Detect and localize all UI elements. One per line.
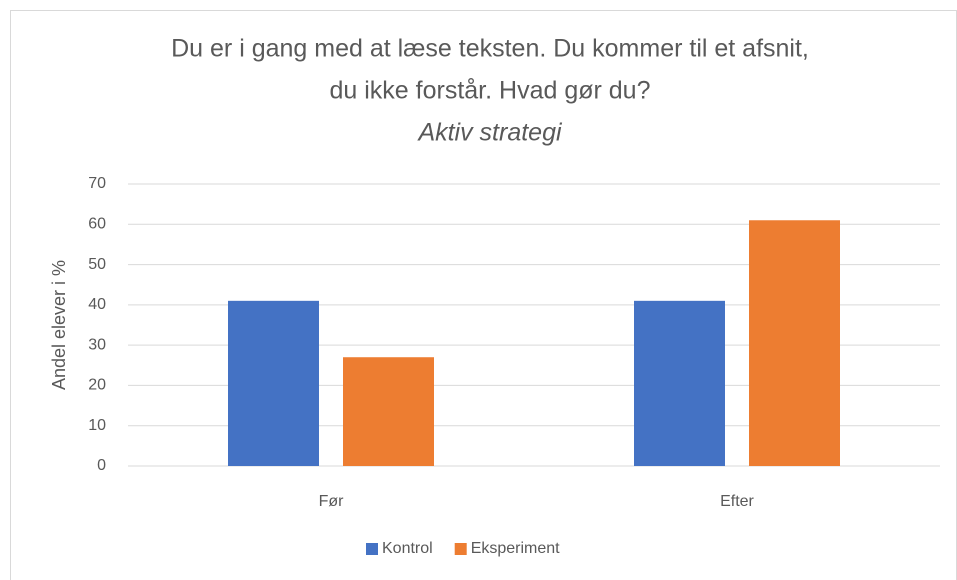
- chart-title: Du er i gang med at læse teksten. Du kom…: [171, 35, 809, 63]
- y-tick-label: 70: [88, 175, 106, 192]
- y-tick-label: 10: [88, 417, 106, 434]
- chart-subtitle: Aktiv strategi: [416, 119, 563, 147]
- y-tick-label: 50: [88, 256, 106, 273]
- y-tick-label: 60: [88, 216, 106, 233]
- x-tick-label: Efter: [720, 493, 754, 510]
- legend-swatch: [366, 543, 378, 555]
- y-tick-label: 30: [88, 336, 106, 353]
- legend-swatch: [454, 543, 467, 555]
- bar: [634, 300, 725, 466]
- y-tick-label: 40: [88, 296, 106, 313]
- bar: [343, 357, 434, 466]
- bar: [749, 220, 840, 466]
- y-tick-label: 0: [97, 457, 106, 474]
- legend-label: Kontrol: [382, 540, 433, 557]
- bar: [228, 300, 319, 466]
- chart-title: du ikke forstår. Hvad gør du?: [330, 77, 651, 105]
- y-axis-label: Andel elever i %: [49, 260, 69, 390]
- x-tick-label: Før: [319, 493, 345, 510]
- y-tick-label: 20: [88, 377, 106, 394]
- legend-label: Eksperiment: [471, 540, 560, 557]
